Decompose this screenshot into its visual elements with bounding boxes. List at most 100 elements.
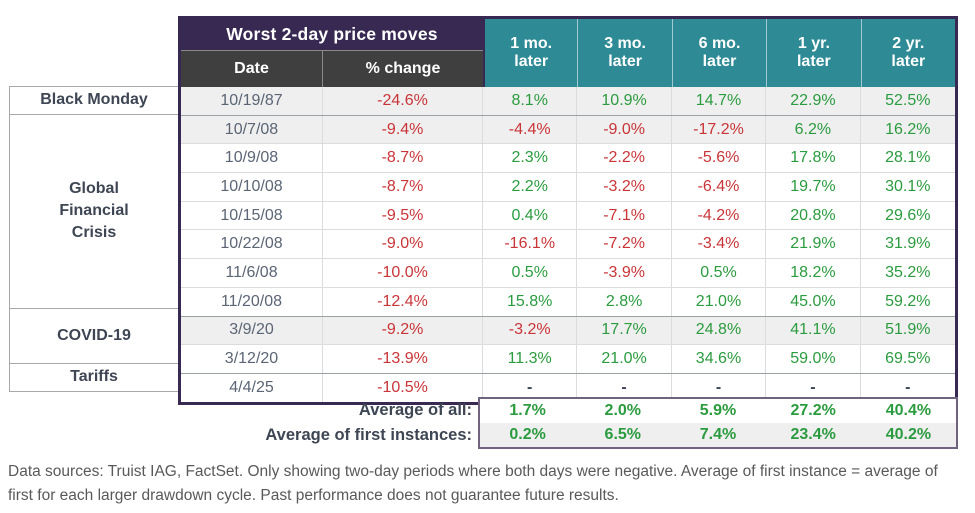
return-cell: - [577,373,672,402]
return-cell: 22.9% [766,87,861,115]
date-cell: 3/9/20 [181,316,323,345]
table-row: 3/9/20 -9.2% -3.2% 17.7% 24.8% 41.1% 51.9% [181,316,955,346]
column-header-6-mo-later: 6 mo. later [671,19,767,87]
header-line1: 1 yr. [797,35,830,52]
return-cell: 14.7% [672,87,767,115]
return-cell: -7.2% [577,230,672,259]
return-cell: 21.0% [577,345,672,373]
event-label-column: Black Monday Global Financial Crisis COVID… [9,86,178,392]
return-cell: 59.0% [766,345,861,373]
average-cell: 27.2% [790,402,836,419]
return-cell: -5.6% [672,144,767,173]
table-row: 10/15/08 -9.5% 0.4% -7.1% -4.2% 20.8% 29.6% [181,201,955,231]
pct-change-cell: -24.6% [323,87,483,115]
column-header-2-yr-later: 2 yr. later [860,19,955,87]
return-cell: 69.5% [885,350,931,368]
column-header-pct-change: % change [323,51,483,87]
average-cell: 5.9% [699,402,737,419]
return-cell: 2.8% [577,287,672,316]
header-line2: later [796,53,831,70]
return-cell: 17.8% [766,144,861,173]
header-line2: later [891,53,926,70]
date-cell: 10/15/08 [181,201,323,230]
return-cell: 30.1% [885,177,931,195]
pct-change-cell: -9.2% [323,316,483,345]
event-group-label: COVID-19 [9,307,178,364]
source-disclaimer: Data sources: Truist IAG, FactSet. Only … [8,463,938,504]
return-cell: 11.3% [483,345,578,373]
table-row: 10/10/08 -8.7% 2.2% -3.2% -6.4% 19.7% 30.1% [181,173,955,202]
return-cell: 51.9% [885,321,931,339]
pct-change-cell: -12.4% [323,287,483,316]
return-cell: -3.9% [577,259,672,287]
return-cell: - [483,373,578,402]
header-line2: later [702,53,737,70]
return-cell: 17.7% [577,316,672,345]
return-cell: 59.2% [885,292,931,310]
return-cell: -4.2% [672,201,767,230]
average-cell: 1.7% [509,402,546,419]
table-row: 10/9/08 -8.7% 2.3% -2.2% -5.6% 17.8% 28.1% [181,144,955,174]
return-cell: 10.9% [577,87,672,115]
event-group-label-text: Tariffs [70,368,118,386]
column-header-3-mo-later: 3 mo. later [577,19,672,87]
return-cell: 16.2% [885,120,931,138]
return-cell: 41.1% [766,316,861,345]
date-cell: 11/20/08 [181,287,323,316]
average-row: 1.7% 2.0% 5.9% 27.2% 40.4% [480,399,956,423]
average-row-label: Average of all: [358,401,472,419]
header-line1: 3 mo. [604,35,646,52]
average-cell: 2.0% [604,402,642,419]
date-cell: 10/10/08 [181,173,323,201]
event-group-label: Global Financial Crisis [9,113,178,309]
return-cell: 18.2% [766,259,861,287]
pct-change-cell: -8.7% [323,173,483,201]
average-cell: 6.5% [604,426,642,443]
pct-change-cell: -10.5% [323,373,483,402]
return-cell: 29.6% [885,206,931,224]
return-cell: -7.1% [577,201,672,230]
date-cell: 3/12/20 [181,345,323,373]
average-cell: 7.4% [699,426,737,443]
return-cell: -17.2% [672,115,767,144]
average-cell: 23.4% [790,426,836,443]
pct-change-cell: -9.0% [323,230,483,259]
header-line1: 1 mo. [510,35,553,52]
return-cell: 0.4% [483,201,578,230]
table-row: 11/6/08 -10.0% 0.5% -3.9% 0.5% 18.2% 35.2% [181,259,955,288]
table-row: 10/7/08 -9.4% -4.4% -9.0% -17.2% 6.2% 16.2% [181,115,955,145]
pct-change-cell: -9.5% [323,201,483,230]
return-cell: 34.6% [672,345,767,373]
averages-box: 1.7% 2.0% 5.9% 27.2% 40.4% 0.2% 6.5% 7.4% 23.4% 4… [478,397,958,449]
event-group-label: Black Monday [9,86,178,115]
event-group-label-text: COVID-19 [57,326,131,344]
date-cell: 4/4/25 [181,373,323,402]
return-cell: -2.2% [577,144,672,173]
return-cell: 0.5% [483,259,578,287]
table-row: 10/19/87 -24.6% 8.1% 10.9% 14.7% 22.9% 52.5% [181,87,955,116]
return-cell: 15.8% [483,287,578,316]
column-header-date: Date [181,51,323,87]
return-cell: -9.0% [577,115,672,144]
average-cell: 40.4% [885,402,932,419]
return-cell: 24.8% [672,316,767,345]
return-cell: - [905,378,911,396]
table-row: 3/12/20 -13.9% 11.3% 21.0% 34.6% 59.0% 69.5% [181,345,955,374]
column-header-1-yr-later: 1 yr. later [766,19,861,87]
average-row: 0.2% 6.5% 7.4% 23.4% 40.2% [480,423,956,447]
return-cell: 2.3% [483,144,578,173]
pct-change-cell: -8.7% [323,144,483,173]
return-cell: 21.0% [672,287,767,316]
return-cell: 2.2% [483,173,578,201]
return-cell: 19.7% [766,173,861,201]
event-group-label: Tariffs [9,362,178,392]
average-labels: Average of all: Average of first instance… [8,398,472,448]
price-moves-table: Worst 2-day price moves Date % change 1 … [178,16,958,405]
return-cell: -3.2% [577,173,672,201]
return-cell: 20.8% [766,201,861,230]
table-row: 4/4/25 -10.5% - - - - - [181,373,955,402]
return-cell: -16.1% [483,230,578,259]
table-title: Worst 2-day price moves [181,19,483,51]
column-header-1-mo-later: 1 mo. later [483,19,578,87]
